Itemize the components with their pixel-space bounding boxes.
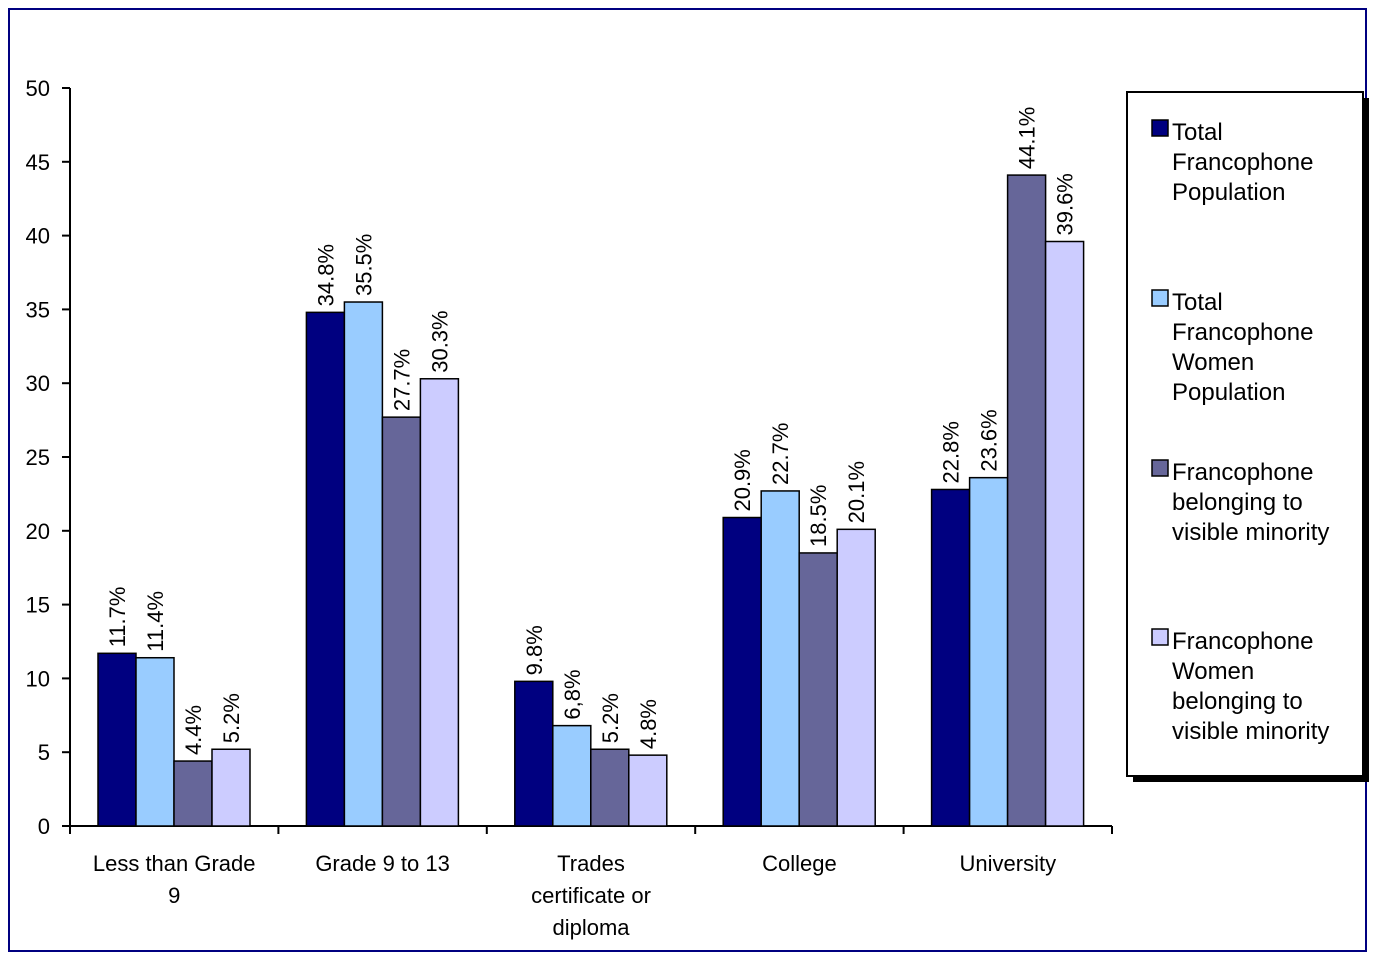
- y-axis: 0 5 10 15 20 25 30 35 40 45 50: [26, 76, 71, 839]
- y-tick-label: 45: [26, 150, 50, 175]
- x-category-label: Grade 9 to 13: [315, 851, 450, 876]
- data-label: 5.2%: [598, 693, 623, 743]
- bar: [552, 724, 592, 827]
- x-category-label: Less than Grade 9: [93, 851, 256, 908]
- bar: [798, 552, 838, 827]
- bar: [760, 490, 800, 827]
- data-label: 4.8%: [636, 699, 661, 749]
- y-tick-label: 5: [38, 740, 50, 765]
- bar: [722, 516, 762, 827]
- legend-entry-label: Total Francophone Population: [1172, 119, 1313, 206]
- legend-entry-label: Francophone Women belonging to visible mino…: [1172, 628, 1329, 745]
- bar: [930, 488, 971, 827]
- data-label: 44.1%: [1015, 107, 1040, 169]
- data-label: 6,8%: [560, 669, 585, 719]
- y-tick-label: 35: [26, 297, 50, 322]
- legend-swatch: [1151, 119, 1169, 137]
- data-label: 18.5%: [806, 485, 831, 547]
- data-label: 39.6%: [1053, 173, 1078, 235]
- data-label: 11.4%: [143, 591, 168, 652]
- data-label: 20.9%: [730, 449, 755, 511]
- y-tick-label: 50: [26, 76, 50, 101]
- bar: [305, 311, 346, 827]
- bar: [419, 378, 460, 827]
- data-label: 30.3%: [427, 310, 452, 372]
- y-tick-label: 30: [26, 371, 50, 396]
- bar: [1006, 174, 1047, 827]
- data-label: 11.7%: [105, 587, 130, 648]
- bar: [590, 748, 630, 827]
- bar: [211, 748, 251, 827]
- bar: [381, 416, 422, 827]
- data-label: 20.1%: [844, 461, 869, 523]
- legend-swatch: [1151, 289, 1169, 307]
- data-label: 4.4%: [181, 705, 206, 755]
- data-label: 9.8%: [522, 625, 547, 675]
- bar: [97, 652, 137, 827]
- data-labels: 11.7% 34.8% 9.8% 20.9% 22.8% 11.4% 35.5% 6,8% 22…: [105, 107, 1078, 755]
- bar: [514, 680, 554, 827]
- x-axis: Less than Grade 9 Grade 9 to 13 Trades certi…: [69, 825, 1113, 940]
- bar: [836, 528, 876, 827]
- y-tick-label: 40: [26, 224, 50, 249]
- data-label: 35.5%: [351, 234, 376, 296]
- y-tick-label: 15: [26, 593, 50, 618]
- bars: [97, 174, 1085, 827]
- legend: Total Francophone Population Total Francopho…: [1126, 91, 1369, 782]
- data-label: 23.6%: [977, 409, 1002, 471]
- y-tick-label: 25: [26, 445, 50, 470]
- bar: [968, 476, 1009, 827]
- data-label: 5.2%: [219, 693, 244, 743]
- bar: [343, 301, 384, 827]
- legend-swatch: [1151, 459, 1169, 477]
- legend-swatch: [1151, 628, 1169, 646]
- data-label: 22.7%: [768, 423, 793, 485]
- y-tick-label: 0: [38, 814, 50, 839]
- x-category-label: College: [762, 851, 837, 876]
- legend-entry-label: Francophone belonging to visible minority: [1172, 459, 1329, 546]
- data-label: 34.8%: [313, 244, 338, 306]
- bar: [1044, 240, 1085, 827]
- data-label: 22.8%: [939, 421, 964, 483]
- y-tick-label: 10: [26, 666, 50, 691]
- bar: [135, 656, 175, 827]
- x-category-label: Trades certificate or diploma: [531, 851, 651, 940]
- legend-entry-label: Total Francophone Women Population: [1172, 289, 1313, 406]
- data-label: 27.7%: [389, 349, 414, 411]
- x-category-label: University: [960, 851, 1057, 876]
- legend-box: [1126, 91, 1364, 777]
- y-tick-label: 20: [26, 519, 50, 544]
- bar: [173, 760, 213, 827]
- bar: [628, 754, 668, 827]
